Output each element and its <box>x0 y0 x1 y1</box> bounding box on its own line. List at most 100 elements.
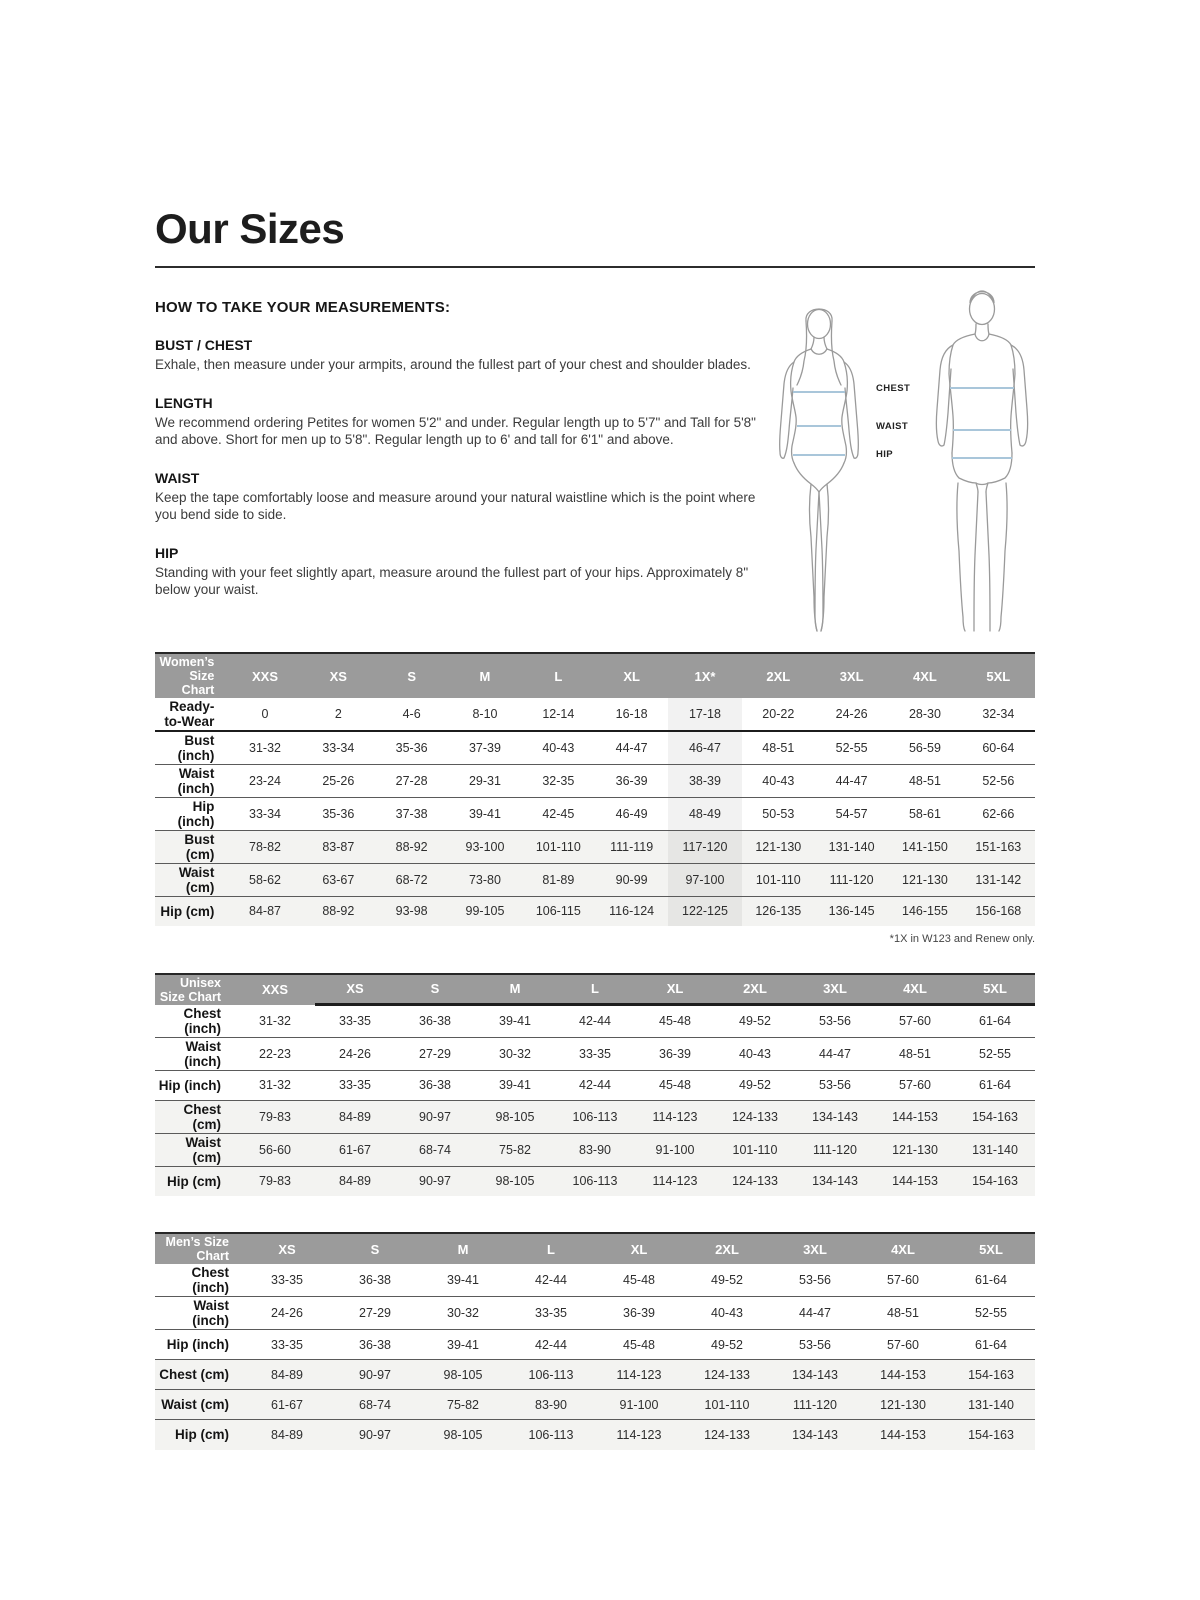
size-cell: 84-89 <box>243 1359 331 1390</box>
size-cell: 33-35 <box>507 1296 595 1330</box>
size-cell: 33-34 <box>301 730 375 765</box>
size-cell: 53-56 <box>795 1069 875 1100</box>
size-cell: 33-35 <box>555 1036 635 1070</box>
table-row: Hip (inch) 33-34 35-36 37-38 39-41 42-45 46-49… <box>155 797 1035 831</box>
size-cell: 90-97 <box>395 1099 475 1133</box>
size-cell: 54-57 <box>814 797 889 831</box>
size-cell: 84-89 <box>315 1099 395 1133</box>
measure-section-length: LENGTH We recommend ordering Petites for… <box>155 395 767 449</box>
size-cell: 111-120 <box>814 863 889 897</box>
size-cell: 154-163 <box>947 1419 1035 1450</box>
size-cell: 126-135 <box>741 896 815 926</box>
size-cell: 36-38 <box>359 1273 391 1287</box>
row-label: Waist (inch) <box>155 764 229 798</box>
size-cell: 151-163 <box>961 830 1035 864</box>
size-cell: 49-52 <box>715 1069 795 1100</box>
womens-size-table: Women’s Size Chart XXS XS S M L XL 1X* 2XL 3XL 4XL… <box>155 652 1035 926</box>
size-cell: 32-35 <box>521 764 595 798</box>
size-cell: 53-56 <box>771 1329 859 1360</box>
size-cell: 63-67 <box>301 863 375 897</box>
table-row: Waist (cm) 58-62 63-67 68-72 73-80 81-89 90-99… <box>155 863 1035 897</box>
size-cell: 114-123 <box>595 1419 683 1450</box>
size-cell: 33-35 <box>339 1014 371 1029</box>
size-cell: 36-39 <box>595 1296 683 1330</box>
table-header-row: Women’s Size Chart XXS XS S M L XL 1X* 2XL 3XL 4XL… <box>155 653 1035 698</box>
size-cell: 83-90 <box>555 1132 635 1166</box>
table-row: Waist (cm) 61-67 68-74 75-82 83-90 91-100 101-… <box>155 1389 1035 1420</box>
size-cell: 38-39 <box>668 764 742 798</box>
size-cell: 93-98 <box>374 896 449 926</box>
table-row: Bust (inch) 31-32 33-34 35-36 37-39 40-43 44-4… <box>155 730 1035 765</box>
size-cell: 84-87 <box>228 896 302 926</box>
size-cell: 75-82 <box>419 1389 507 1420</box>
size-cell: 106-113 <box>555 1165 635 1196</box>
mens-size-table: Men’s Size Chart XS S M L XL 2XL 3XL 4XL 5XL Chest… <box>155 1232 1035 1450</box>
size-cell: 154-163 <box>947 1359 1035 1390</box>
size-cell: 144-153 <box>875 1165 955 1196</box>
size-cell: 56-60 <box>235 1132 315 1166</box>
size-column-header: XS <box>243 1233 331 1264</box>
row-label: Ready-to-Wear <box>164 699 215 729</box>
size-cell: 98-105 <box>419 1419 507 1450</box>
size-column-header: 2XL <box>683 1233 771 1264</box>
measure-section-hip: HIP Standing with your feet slightly apa… <box>155 545 767 599</box>
table-row: Hip (inch) 31-32 33-35 36-38 39-41 42-44 45-48… <box>155 1069 1035 1100</box>
size-cell: 40-43 <box>683 1296 771 1330</box>
size-cell: 40-43 <box>521 730 595 765</box>
size-cell: 121-130 <box>859 1389 947 1420</box>
size-cell: 42-44 <box>555 1069 635 1100</box>
size-cell: 111-119 <box>594 830 669 864</box>
size-cell: 37-38 <box>374 797 449 831</box>
size-cell: 30-32 <box>475 1036 555 1070</box>
row-label: Waist (inch) <box>155 1296 243 1330</box>
size-cell: 61-67 <box>243 1389 331 1420</box>
size-column-header: S <box>331 1233 419 1264</box>
size-column-header: 2XL <box>715 973 795 1006</box>
section-body: Standing with your feet slightly apart, … <box>155 564 749 598</box>
size-cell: 58-62 <box>228 863 302 897</box>
size-cell: 131-140 <box>955 1132 1035 1166</box>
size-cell: 101-110 <box>683 1389 771 1420</box>
row-label: Bust (cm) <box>155 830 229 864</box>
size-column-header: L <box>555 973 635 1006</box>
size-cell: 48-51 <box>875 1036 955 1070</box>
size-cell: 124-133 <box>715 1165 795 1196</box>
size-cell: 25-26 <box>301 764 375 798</box>
row-label: Hip (cm) <box>155 1165 235 1196</box>
size-cell: 131-142 <box>961 863 1035 897</box>
size-cell: 22-23 <box>235 1036 315 1070</box>
size-cell: 141-150 <box>888 830 962 864</box>
size-cell: 39-41 <box>419 1329 507 1360</box>
size-cell: 144-153 <box>859 1419 947 1450</box>
table-header-row: Men’s Size Chart XS S M L XL 2XL 3XL 4XL 5XL <box>155 1233 1035 1264</box>
size-cell: 62-66 <box>961 797 1035 831</box>
size-cell: 52-55 <box>955 1036 1035 1070</box>
size-cell: 23-24 <box>228 764 302 798</box>
size-cell: 27-29 <box>331 1296 419 1330</box>
size-cell: 68-74 <box>331 1389 419 1420</box>
size-charts-area: Women’s Size Chart XXS XS S M L XL 1X* 2XL 3XL 4XL… <box>155 652 1035 1450</box>
size-cell: 68-74 <box>395 1132 475 1166</box>
row-label: Hip (inch) <box>155 1329 243 1360</box>
size-cell: 36-38 <box>419 1014 451 1029</box>
size-cell: 98-105 <box>475 1165 555 1196</box>
size-cell: 57-60 <box>875 1069 955 1100</box>
size-column-header: XS <box>315 973 395 1006</box>
size-cell: 99-105 <box>448 896 522 926</box>
size-cell: 0 <box>261 707 269 721</box>
size-table: Women’s Size Chart XXS XS S M L XL 1X* 2XL 3XL 4XL… <box>155 652 1035 926</box>
size-cell: 61-64 <box>975 1273 1007 1287</box>
size-cell: 46-49 <box>594 797 669 831</box>
size-cell: 35-36 <box>301 797 375 831</box>
table-row: Bust (cm) 78-82 83-87 88-92 93-100 101-110 111… <box>155 830 1035 864</box>
size-cell: 90-97 <box>395 1165 475 1196</box>
size-column-header: XXS <box>235 973 315 1005</box>
size-cell: 106-113 <box>555 1099 635 1133</box>
unisex-size-table: Unisex Size Chart XXS XS S M L XL 2XL 3XL 4XL 5XL C… <box>155 972 1035 1196</box>
size-cell: 40-43 <box>741 764 815 798</box>
man-figure-illustration <box>935 290 1029 632</box>
size-cell: 91-100 <box>635 1132 715 1166</box>
size-cell: 136-145 <box>814 896 889 926</box>
size-cell: 134-143 <box>771 1419 859 1450</box>
